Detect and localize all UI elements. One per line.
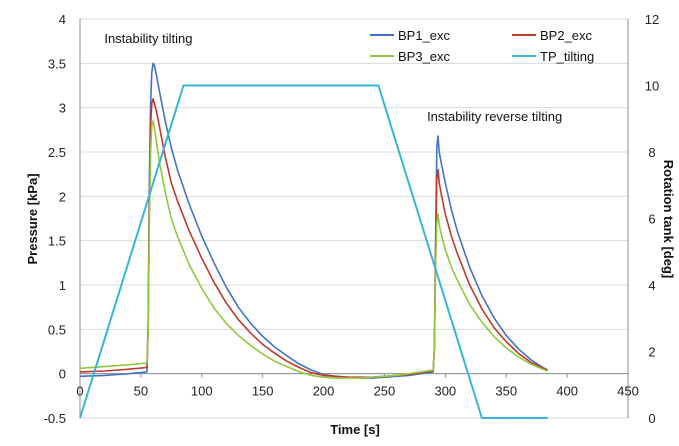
y-tick-label-4: 1.5 [48, 234, 66, 249]
legend-label-BP3_exc: BP3_exc [398, 49, 451, 64]
x-tick-label-7: 350 [495, 384, 517, 399]
y-tick-label-2: 0.5 [48, 322, 66, 337]
x-tick-label-0: 0 [76, 384, 83, 399]
y2-axis-title: Rotation tank [deg] [661, 160, 676, 278]
series-BP2_exc-line [79, 98, 548, 379]
x-tick-label-4: 200 [313, 384, 335, 399]
y2-tick-label-6: 12 [645, 12, 659, 27]
series-TP_tilting-line [79, 84, 548, 419]
annotations: Instability tilting Instability reverse t… [104, 31, 562, 124]
x-tick-label-8: 400 [556, 384, 578, 399]
x-tick-label-5: 250 [374, 384, 396, 399]
legend-label-BP2_exc: BP2_exc [540, 28, 593, 43]
legend-label-BP1_exc: BP1_exc [398, 28, 451, 43]
x-tick-label-6: 300 [434, 384, 456, 399]
y-tick-label-6: 2.5 [48, 145, 66, 160]
series-lines [79, 62, 548, 419]
x-tick-label-2: 100 [191, 384, 213, 399]
y-tick-label-1: 0 [59, 367, 66, 382]
y-tick-label-5: 2 [59, 189, 66, 204]
axes [79, 19, 629, 418]
x-tick-label-1: 50 [134, 384, 148, 399]
y2-tick-label-5: 10 [645, 79, 659, 94]
y-tick-label-0: -0.5 [44, 411, 66, 426]
y2-tick-label-4: 8 [648, 145, 655, 160]
y-tick-label-9: 4 [59, 12, 66, 27]
x-tick-label-3: 150 [252, 384, 274, 399]
y2-tick-label-2: 4 [648, 278, 655, 293]
legend-label-TP_tilting: TP_tilting [540, 49, 594, 64]
gridlines [80, 18, 628, 419]
series-BP3_exc-line [79, 120, 548, 379]
y-tick-label-8: 3.5 [48, 56, 66, 71]
x-tick-label-9: 450 [617, 384, 639, 399]
y-tick-label-3: 1 [59, 278, 66, 293]
annotation-0: Instability tilting [104, 31, 192, 46]
y2-tick-label-0: 0 [648, 411, 655, 426]
y2-tick-label-1: 2 [648, 345, 655, 360]
right-tick-labels: 0 2 4 6 8 10 12 [645, 12, 659, 426]
legend: BP1_exc BP2_exc BP3_exc TP_tilting [370, 28, 594, 64]
y-tick-label-7: 3 [59, 101, 66, 116]
y2-tick-label-3: 6 [648, 212, 655, 227]
x-axis-title: Time [s] [330, 422, 380, 437]
y-axis-title: Pressure [kPa] [25, 173, 40, 264]
annotation-1: Instability reverse tilting [427, 109, 562, 124]
left-tick-labels: -0.5 0 0.5 1 1.5 2 2.5 3 3.5 4 [44, 12, 66, 426]
